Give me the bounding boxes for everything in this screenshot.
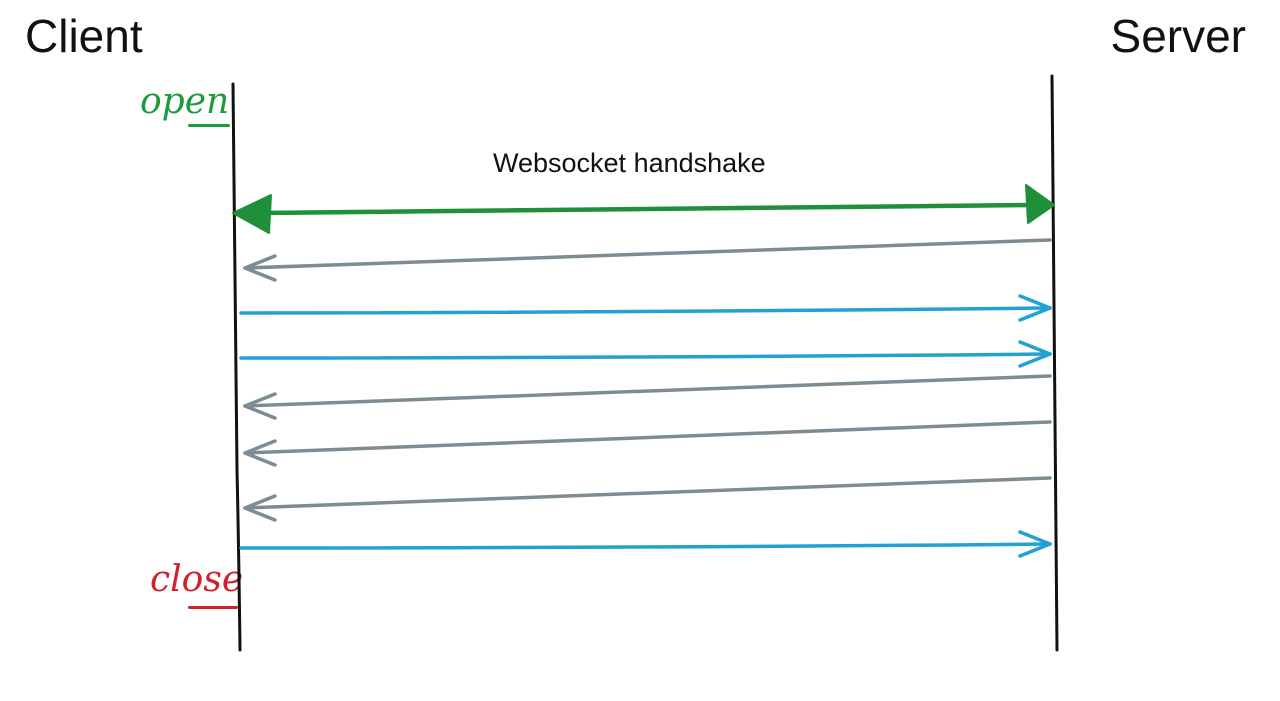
message-arrow-8 <box>239 530 1052 558</box>
client-label: Client <box>25 10 143 62</box>
handshake-arrowhead-right <box>1025 184 1055 224</box>
message-arrowhead <box>243 254 277 282</box>
open-underline <box>188 124 230 127</box>
message-arrowhead <box>1018 530 1052 558</box>
message-arrow-2 <box>243 238 1052 282</box>
server-label: Server <box>1110 10 1246 62</box>
message-line <box>239 542 1052 550</box>
client-lifeline <box>231 82 242 652</box>
message-line <box>243 476 1052 510</box>
message-arrowhead <box>243 392 277 420</box>
server-lifeline <box>1050 74 1059 652</box>
message-line <box>243 374 1052 408</box>
message-arrow-5 <box>243 374 1052 420</box>
message-arrow-6 <box>243 420 1052 467</box>
message-line <box>239 306 1052 315</box>
open-label: open <box>140 81 230 122</box>
close-underline <box>188 606 238 609</box>
handshake-label: Websocket handshake <box>493 148 766 178</box>
message-arrow-7 <box>243 476 1052 522</box>
message-arrowhead <box>243 494 277 522</box>
handshake-line <box>256 202 1035 216</box>
message-arrowhead <box>1018 340 1052 368</box>
message-arrowhead <box>1018 294 1052 322</box>
message-arrow-1 <box>232 184 1055 234</box>
message-line <box>243 420 1052 455</box>
message-line <box>243 238 1052 270</box>
message-line <box>239 352 1052 360</box>
message-arrow-4 <box>239 340 1052 368</box>
message-arrow-3 <box>239 294 1052 322</box>
message-arrowhead <box>243 439 277 467</box>
messages-layer <box>232 184 1055 558</box>
close-label: close <box>150 559 244 600</box>
handshake-arrowhead-left <box>232 194 272 234</box>
